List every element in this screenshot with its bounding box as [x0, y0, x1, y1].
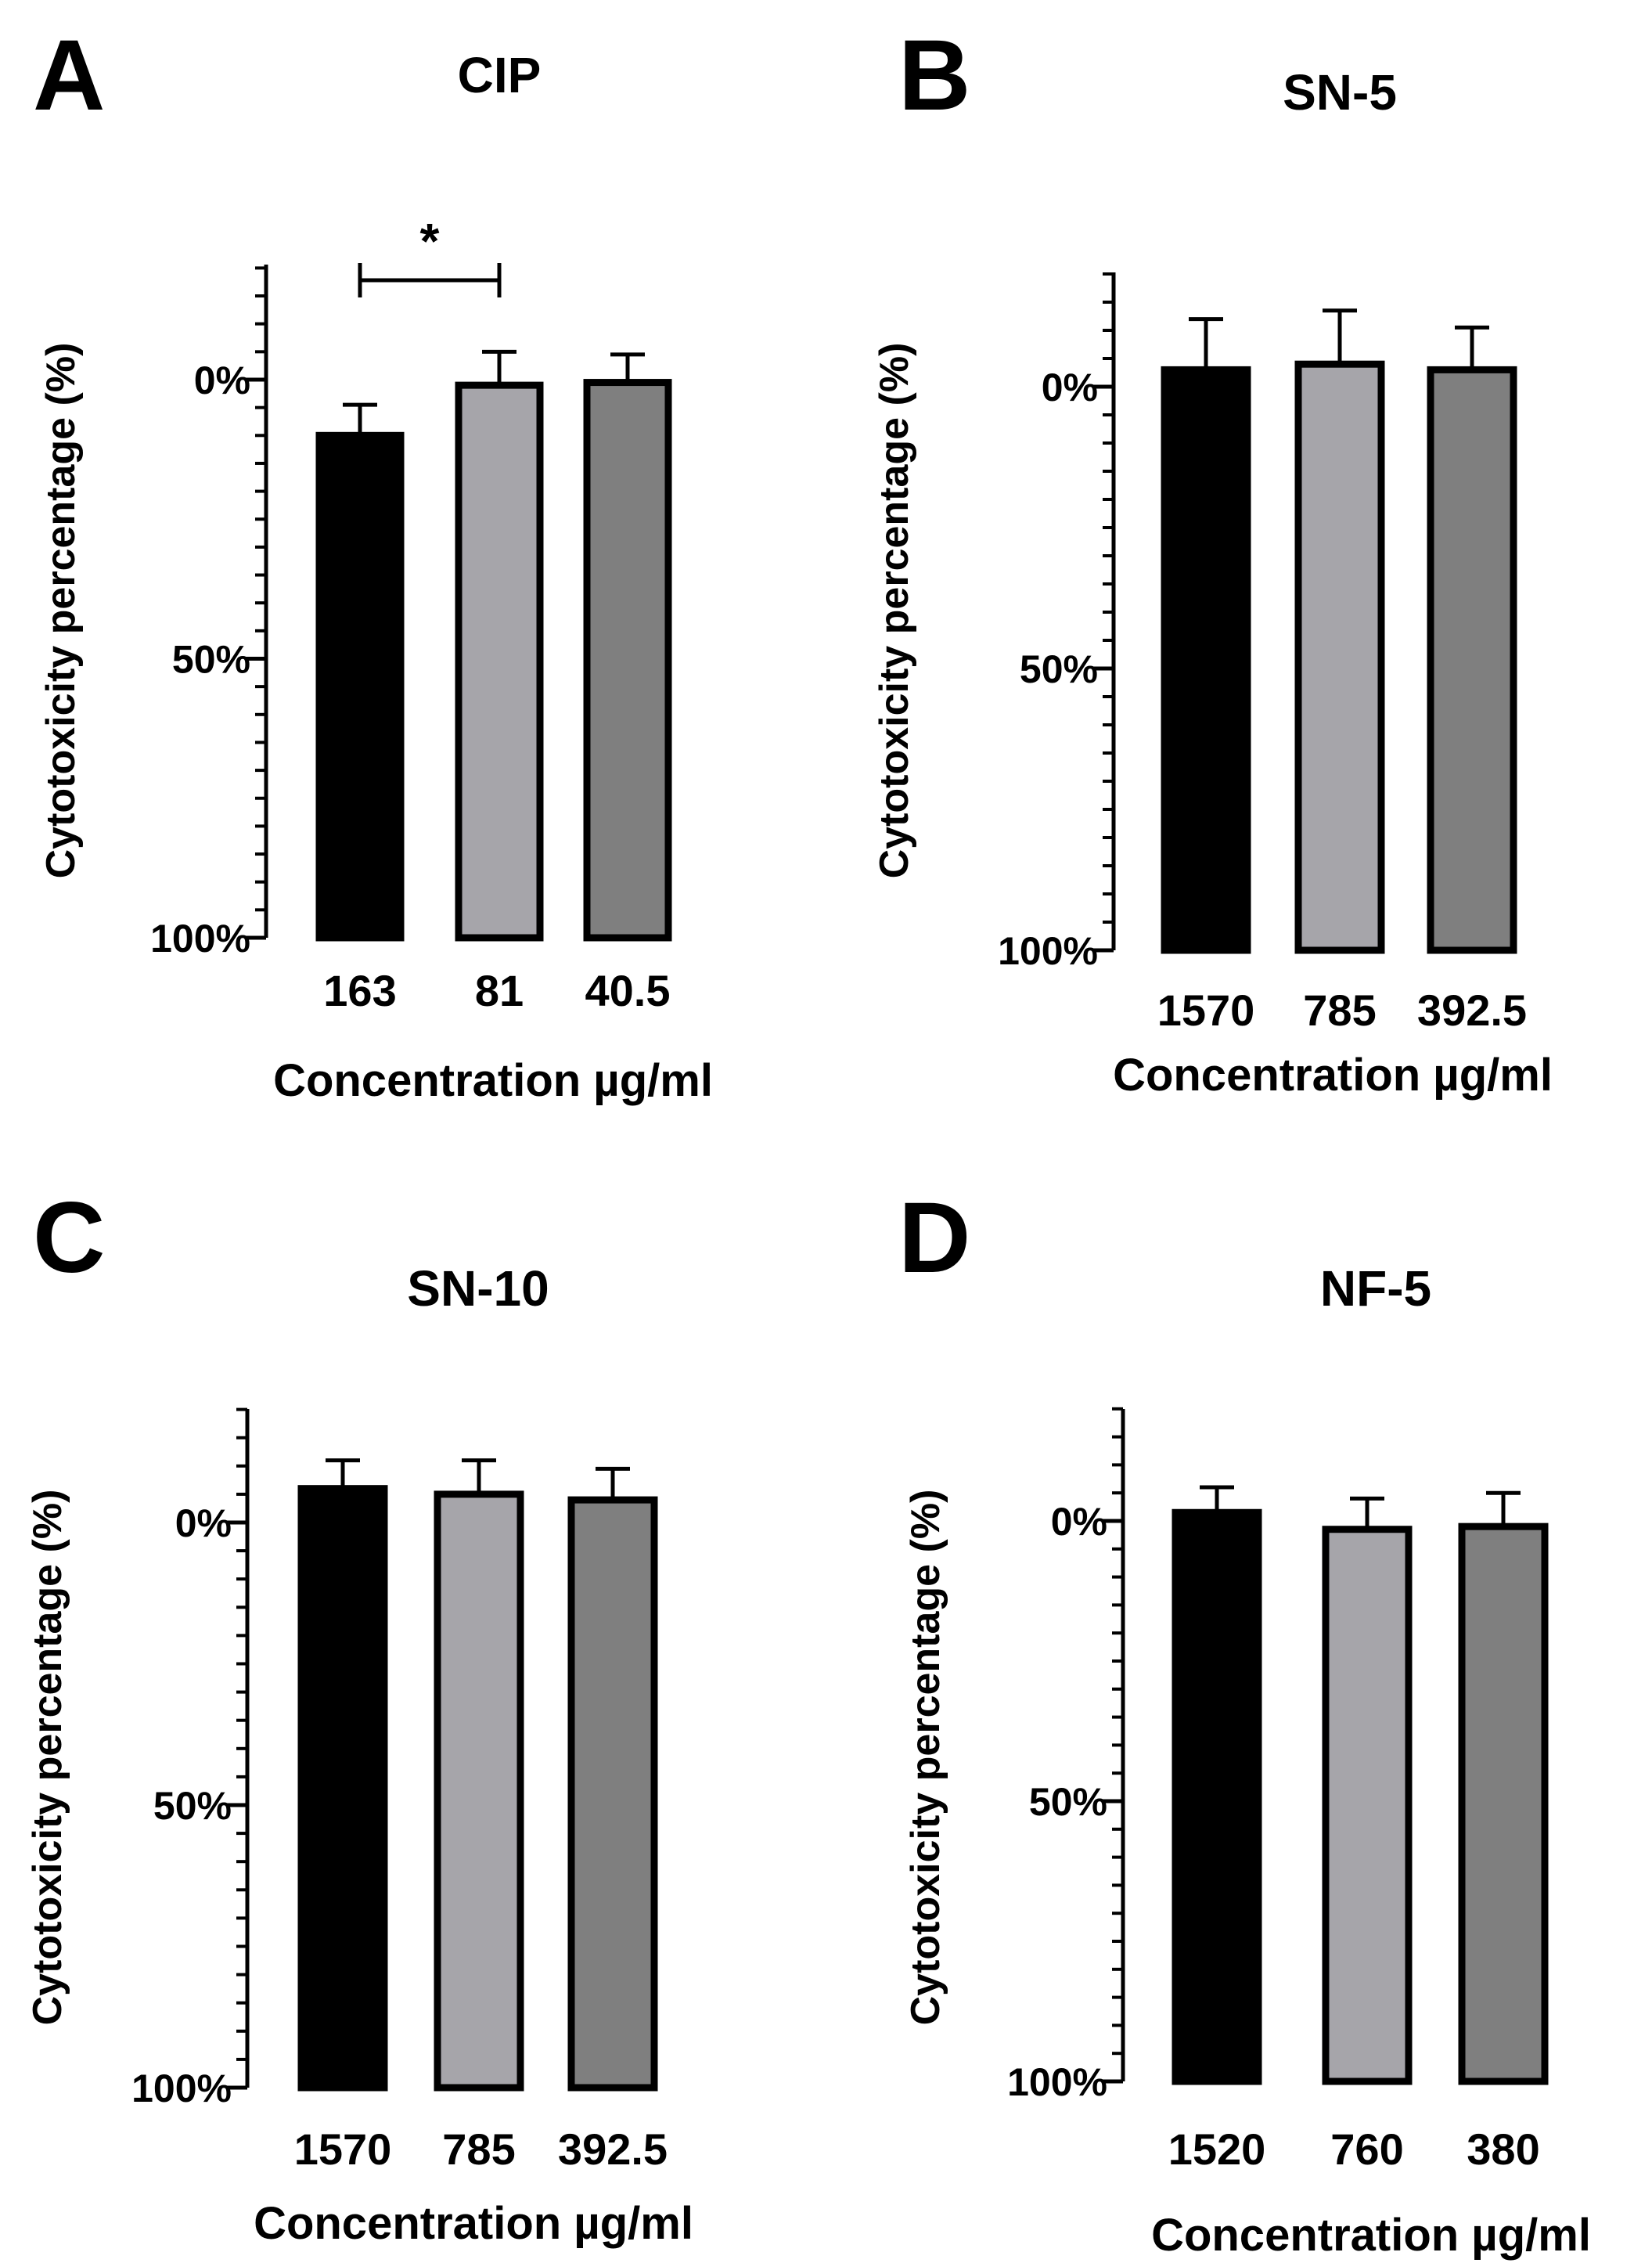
panel-d: D NF-5 0% 50% 100% 1520 760 380 Cytotoxicity… [898, 1182, 1591, 2261]
panel-a-y-axis-label: Cytotoxicity percentage (%) [38, 343, 84, 879]
panel-c-x-axis-label: Concentration µg/ml [254, 2198, 693, 2249]
x-tick-label: 392.5 [558, 2124, 668, 2174]
y-tick-label: 0% [175, 1501, 232, 1545]
panel-b-x-axis-label: Concentration µg/ml [1113, 1050, 1553, 1101]
panel-a-letter: A [33, 20, 105, 132]
panel-d-x-axis-label: Concentration µg/ml [1151, 2210, 1591, 2261]
bar [455, 381, 544, 942]
bar [567, 1496, 658, 2092]
significance-marker: * [420, 213, 440, 269]
y-tick-label: 100% [150, 917, 250, 960]
panel-a-x-axis-label: Concentration µg/ml [273, 1055, 713, 1106]
panel-d-y-axis-label: Cytotoxicity percentage (%) [903, 1490, 948, 2026]
y-tick-label: 50% [153, 1784, 232, 1828]
x-tick-label: 1570 [1157, 986, 1255, 1035]
panel-c-axes: 0% 50% 100% [131, 1407, 250, 2110]
x-tick-label: 392.5 [1417, 986, 1527, 1035]
panel-b-title: SN-5 [1283, 64, 1397, 121]
bar [297, 1485, 388, 2092]
panel-d-bars: 1520 760 380 [1168, 1485, 1549, 2174]
panel-c-y-axis-label: Cytotoxicity percentage (%) [25, 1490, 70, 2026]
y-tick-label: 0% [1042, 366, 1098, 409]
panel-d-axes: 0% 50% 100% [1007, 1407, 1125, 2104]
bar [1294, 360, 1385, 954]
panel-a: A CIP 0% 50% 100% 163 81 40.5 * Cytotoxicity … [33, 20, 713, 1106]
y-tick-label: 50% [1020, 647, 1098, 691]
bar [1427, 366, 1517, 954]
x-tick-label: 785 [1303, 986, 1376, 1035]
x-tick-label: 163 [323, 966, 396, 1015]
bar [583, 379, 672, 942]
panel-a-bars: 163 81 40.5 * [315, 213, 672, 1015]
y-tick-label: 50% [172, 638, 250, 682]
panel-b-y-axis-label: Cytotoxicity percentage (%) [872, 343, 917, 879]
panel-a-title: CIP [458, 47, 542, 103]
panel-b-letter: B [898, 20, 970, 132]
bar [1161, 366, 1251, 954]
panel-a-axes: 0% 50% 100% [150, 265, 268, 960]
panel-b-bars: 1570 785 392.5 [1157, 308, 1527, 1035]
panel-c-letter: C [33, 1182, 105, 1294]
panel-c-title: SN-10 [407, 1260, 549, 1317]
panel-d-letter: D [898, 1182, 970, 1294]
panel-b-axes: 0% 50% 100% [998, 272, 1116, 973]
panel-c-bars: 1570 785 392.5 [294, 1458, 668, 2174]
y-tick-label: 0% [1051, 1500, 1107, 1544]
y-tick-label: 100% [998, 929, 1098, 973]
bar [1322, 1526, 1413, 2085]
y-tick-label: 100% [131, 2067, 232, 2110]
y-tick-label: 100% [1007, 2060, 1107, 2104]
bar [434, 1490, 524, 2092]
x-tick-label: 760 [1330, 2124, 1403, 2174]
x-tick-label: 1520 [1168, 2124, 1266, 2174]
panel-b: B SN-5 0% 50% 100% 1570 785 392.5 Cytotoxici… [872, 20, 1553, 1101]
panel-c: C SN-10 0% 50% 100% 1570 785 392.5 Cytotoxic… [25, 1182, 693, 2249]
x-tick-label: 40.5 [585, 966, 671, 1015]
x-tick-label: 785 [442, 2124, 515, 2174]
bar [1458, 1522, 1549, 2085]
bar [1172, 1508, 1262, 2085]
bar [315, 431, 405, 942]
y-tick-label: 50% [1029, 1780, 1107, 1824]
panel-d-title: NF-5 [1320, 1260, 1431, 1317]
y-tick-label: 0% [194, 359, 250, 402]
x-tick-label: 380 [1467, 2124, 1539, 2174]
x-tick-label: 81 [475, 966, 524, 1015]
x-tick-label: 1570 [294, 2124, 392, 2174]
